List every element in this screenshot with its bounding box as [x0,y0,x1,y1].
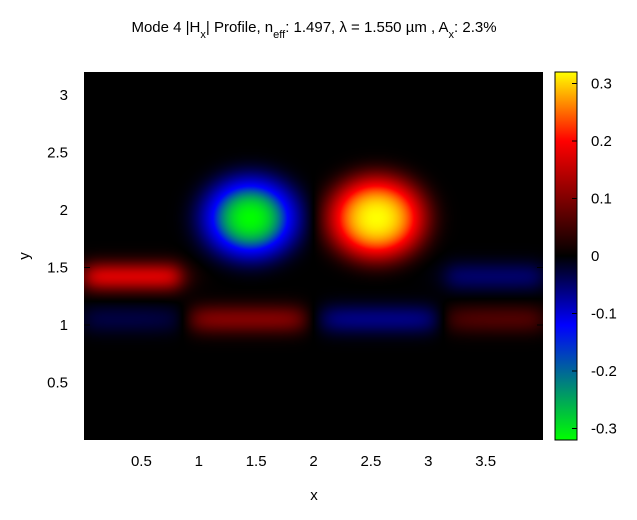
y-tick-label: 1 [60,317,68,334]
colorbar-tick-label: 0.1 [591,191,612,208]
x-tick-label: 2.5 [360,453,381,470]
colorbar-tick-label: -0.1 [591,306,617,323]
x-axis-label: x [310,487,318,504]
colorbar-tick-label: 0 [591,248,599,265]
heatmap-field [84,72,543,440]
y-tick-label: 2 [60,202,68,219]
x-tick-label: 2 [309,453,317,470]
colorbar-tick-label: 0.2 [591,133,612,150]
x-tick-label: 1.5 [246,453,267,470]
y-tick-label: 2.5 [47,145,68,162]
colorbar-tick-label: -0.3 [591,421,617,438]
colorbar-ticks: 0.3 0.2 0.1 0 -0.1 -0.2 -0.3 [572,76,617,438]
colorbar-tick-label: -0.2 [591,363,617,380]
x-tick-label: 3 [424,453,432,470]
x-tick-label: 3.5 [475,453,496,470]
chart-title: Mode 4 |Hx| Profile, neff: 1.497, λ = 1.… [131,19,496,41]
y-axis-ticks: 0.5 1 1.5 2 2.5 3 [47,87,543,392]
x-tick-label: 0.5 [131,453,152,470]
y-tick-label: 1.5 [47,260,68,277]
y-axis-label: y [16,252,33,260]
x-tick-label: 1 [195,453,203,470]
y-tick-label: 0.5 [47,375,68,392]
y-tick-label: 3 [60,87,68,104]
colorbar-tick-label: 0.3 [591,76,612,93]
x-axis-ticks: 0.5 1 1.5 2 2.5 3 3.5 [131,72,496,470]
